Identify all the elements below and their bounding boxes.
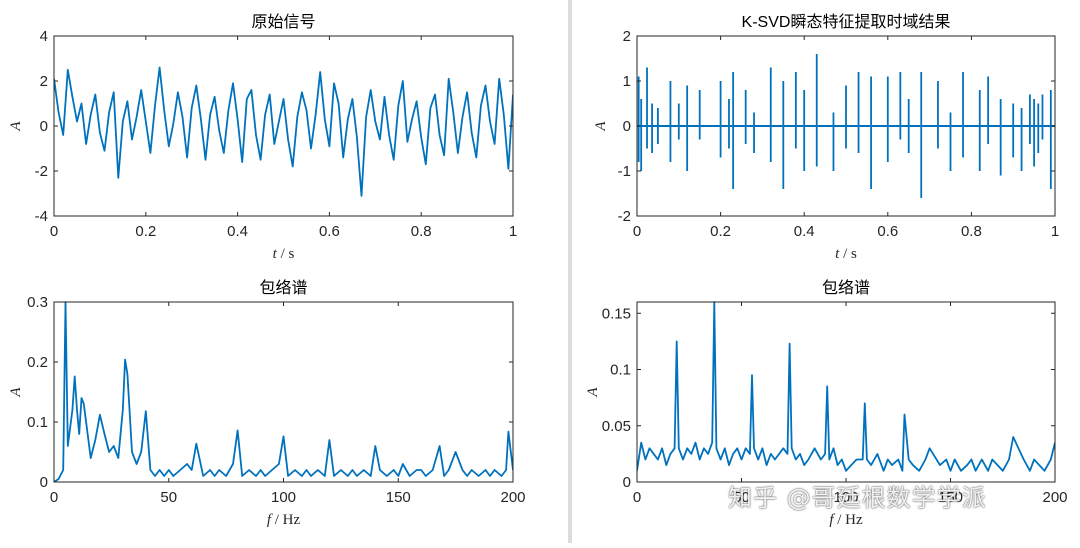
- x-axis-label: t / s: [835, 246, 857, 262]
- x-tick-label: 100: [271, 489, 296, 506]
- subplot-title: 包络谱: [822, 278, 870, 297]
- x-tick-label: 0: [633, 489, 641, 506]
- subplot-title: 包络谱: [259, 278, 307, 297]
- x-tick-label: 0: [50, 223, 58, 240]
- x-tick-label: 1: [509, 223, 517, 240]
- x-axis-label-var: t: [835, 246, 840, 262]
- y-tick-label: -1: [618, 163, 631, 180]
- x-tick-label: 0.8: [411, 223, 432, 240]
- y-tick-label: 0: [40, 118, 48, 135]
- x-tick-label: 150: [938, 489, 963, 506]
- y-tick-label: 2: [623, 28, 631, 45]
- y-tick-label: -2: [618, 208, 631, 225]
- y-tick-label: 0.15: [602, 305, 631, 322]
- subplot-1: 0 0.2 0.4 0.6 0.8 1 -4 -2 0 2 4 原始信号 t / s A: [8, 13, 517, 262]
- y-tick-label: 0: [623, 118, 631, 135]
- subplot-2: 0 0.2 0.4 0.6 0.8 1 -2 -1 0 1 2 K-SVD瞬态特征提取时域结果 t / …: [593, 13, 1059, 262]
- x-axis-label-var: t: [273, 246, 278, 262]
- x-tick-label: 50: [733, 489, 750, 506]
- x-tick-label: 0.8: [961, 223, 982, 240]
- y-axis-label: A: [8, 387, 24, 398]
- series-line: [54, 66, 513, 197]
- series-line: [637, 301, 1055, 472]
- watermark-text: 知乎 @哥廷根数学学派: [728, 484, 987, 512]
- y-tick-label: 0.2: [27, 354, 48, 371]
- y-tick-label: 0.1: [27, 414, 48, 431]
- x-tick-label: 200: [500, 489, 525, 506]
- x-axis-label-unit: / Hz: [834, 512, 864, 528]
- series-line: [54, 301, 513, 482]
- x-tick-label: 0.2: [710, 223, 731, 240]
- x-axis-label-unit: / s: [839, 246, 857, 262]
- x-tick-label: 0.4: [794, 223, 815, 240]
- x-axis-label-unit: / Hz: [271, 512, 301, 528]
- y-tick-label: 2: [40, 73, 48, 90]
- x-tick-label: 100: [833, 489, 858, 506]
- x-tick-label: 0.4: [227, 223, 248, 240]
- subplot-title: 原始信号: [251, 13, 315, 31]
- x-axis-label: f / Hz: [267, 512, 301, 528]
- x-axis-label-unit: / s: [277, 246, 295, 262]
- y-axis-label: A: [585, 387, 601, 398]
- y-tick-label: 0.1: [610, 362, 631, 379]
- panel-divider: [568, 0, 572, 543]
- x-tick-label: 0.6: [319, 223, 340, 240]
- x-axis-label: t / s: [273, 246, 295, 262]
- subplot-4: 0 50 100 150 200 0 0.05 0.1 0.15 包络谱 f / Hz A: [585, 278, 1068, 528]
- y-axis-label: A: [593, 121, 609, 132]
- y-axis-label: A: [8, 121, 24, 132]
- x-tick-label: 0.2: [135, 223, 156, 240]
- x-tick-label: 0: [50, 489, 58, 506]
- y-tick-label: 0: [623, 474, 631, 491]
- x-axis-label: f / Hz: [829, 512, 863, 528]
- x-axis-label-var: f: [267, 512, 273, 528]
- x-tick-label: 50: [160, 489, 177, 506]
- y-tick-label: -2: [35, 163, 48, 180]
- subplot-3: 0 50 100 150 200 0 0.1 0.2 0.3 包络谱 f / Hz A: [8, 278, 526, 528]
- x-tick-label: 200: [1042, 489, 1067, 506]
- y-tick-label: 0.05: [602, 418, 631, 435]
- y-tick-label: 4: [40, 28, 48, 45]
- y-tick-label: 0: [40, 474, 48, 491]
- y-tick-label: 0.3: [27, 294, 48, 311]
- subplot-title: K-SVD瞬态特征提取时域结果: [742, 13, 951, 31]
- x-tick-label: 0.6: [877, 223, 898, 240]
- y-tick-label: -4: [35, 208, 48, 225]
- y-tick-label: 1: [623, 73, 631, 90]
- x-tick-label: 0: [633, 223, 641, 240]
- x-tick-label: 1: [1051, 223, 1059, 240]
- axes-box: [636, 301, 1056, 483]
- x-tick-label: 150: [386, 489, 411, 506]
- x-axis-label-var: f: [829, 512, 835, 528]
